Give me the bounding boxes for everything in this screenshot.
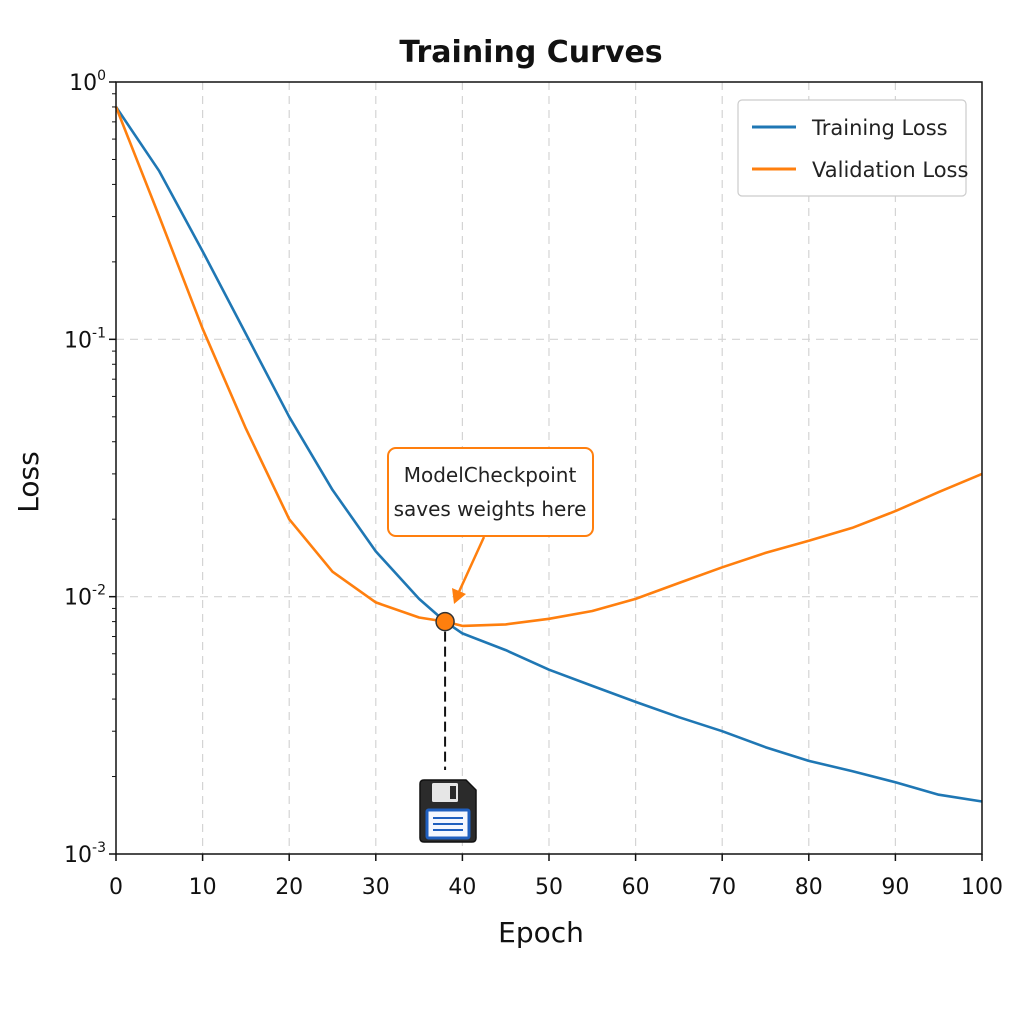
annotation-line-2: saves weights here xyxy=(394,497,587,521)
annotation-box xyxy=(387,447,594,537)
series-line-validation-loss xyxy=(114,106,983,628)
legend-label-training-loss: Training Loss xyxy=(811,116,948,140)
annotation-line-1: ModelCheckpoint xyxy=(404,463,577,487)
y-axis-label: Loss xyxy=(12,451,45,512)
x-tick-label: 70 xyxy=(708,875,736,900)
x-tick-label: 20 xyxy=(275,875,303,900)
checkpoint-annotation: ModelCheckpoint saves weights here xyxy=(387,447,594,843)
y-tick-label: 10-1 xyxy=(64,325,106,353)
series-line-training-loss xyxy=(114,106,983,803)
y-tick-label: 10-2 xyxy=(64,583,106,611)
x-tick-label: 10 xyxy=(189,875,217,900)
x-tick-label: 40 xyxy=(448,875,476,900)
y-axis-ticks: 100 10-1 10-2 10-3 xyxy=(64,68,116,868)
x-tick-label: 30 xyxy=(362,875,390,900)
annotation-arrow-head xyxy=(452,588,466,604)
x-axis-ticks: 0 10 20 30 40 50 60 70 80 90 100 xyxy=(109,854,1003,900)
legend: Training Loss Validation Loss xyxy=(737,99,968,197)
x-tick-label: 100 xyxy=(961,875,1003,900)
legend-box xyxy=(737,99,967,197)
x-tick-label: 50 xyxy=(535,875,563,900)
legend-label-validation-loss: Validation Loss xyxy=(812,158,968,182)
x-tick-label: 90 xyxy=(881,875,909,900)
x-tick-label: 80 xyxy=(795,875,823,900)
y-tick-label: 10-3 xyxy=(64,840,106,868)
annotation-arrow-shaft xyxy=(456,536,486,595)
y-tick-label: 100 xyxy=(69,68,106,96)
chart-title: Training Curves xyxy=(399,35,662,70)
floppy-disk-icon xyxy=(419,779,477,843)
x-tick-label: 60 xyxy=(622,875,650,900)
checkpoint-marker xyxy=(435,611,455,632)
x-axis-label: Epoch xyxy=(498,916,584,949)
x-tick-label: 0 xyxy=(109,875,123,900)
series-lines xyxy=(114,106,983,803)
